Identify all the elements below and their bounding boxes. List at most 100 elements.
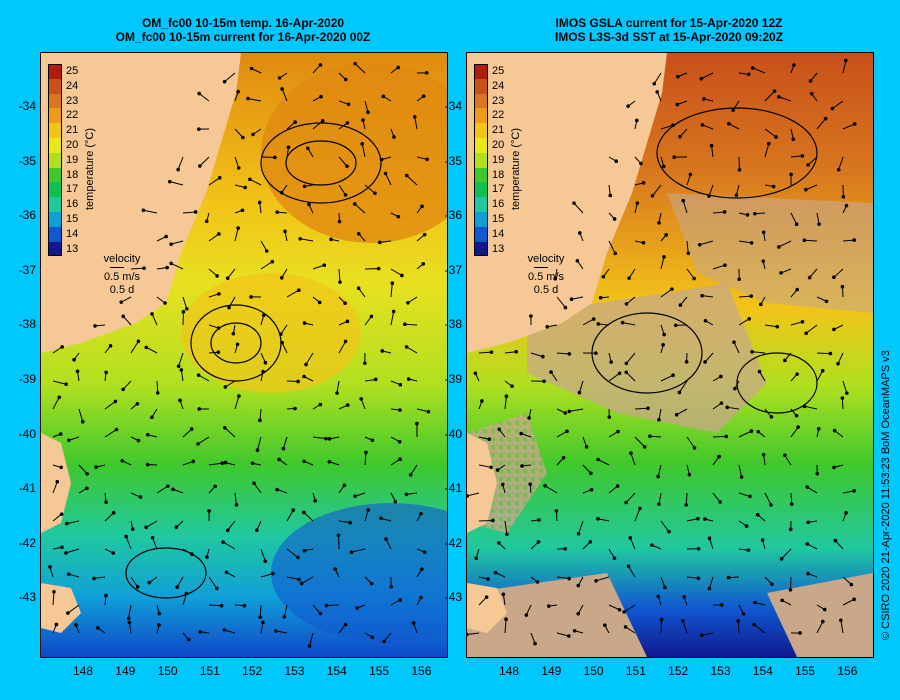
current-arrow-head — [497, 427, 501, 432]
current-arrow — [660, 520, 670, 532]
current-arrow-head — [255, 528, 259, 533]
current-arrow-head — [227, 305, 231, 310]
current-arrow — [351, 548, 366, 553]
current-arrow-head — [844, 203, 849, 208]
current-arrow — [842, 239, 855, 242]
current-arrow-head — [198, 630, 203, 634]
current-arrow-head — [353, 61, 357, 66]
current-arrow — [842, 123, 855, 130]
current-arrow-head — [561, 456, 566, 460]
current-arrow-head — [671, 123, 675, 128]
current-arrow-head — [197, 91, 201, 96]
current-arrow-head — [293, 120, 297, 124]
current-arrow-head — [775, 324, 780, 329]
current-arrow — [660, 124, 674, 130]
current-arrow-head — [747, 317, 751, 321]
current-arrow-head — [467, 632, 469, 637]
current-arrow-head — [144, 345, 149, 350]
current-arrow-head — [624, 500, 628, 505]
current-arrow-head — [96, 626, 100, 630]
colorbar-swatch — [474, 78, 488, 94]
colorbar-swatch — [48, 212, 62, 227]
current-arrow-head — [795, 372, 799, 376]
current-arrow — [478, 596, 487, 606]
current-arrow — [608, 372, 620, 382]
current-arrow-head — [628, 536, 633, 540]
latitude-tick-label: -38 — [18, 317, 36, 332]
current-arrow-head — [809, 91, 814, 96]
current-arrow — [738, 318, 750, 326]
latitude-tick-label: -42 — [18, 535, 36, 550]
current-arrow-head — [692, 446, 697, 450]
current-arrow-head — [760, 538, 765, 542]
colorbar-swatch — [48, 64, 62, 79]
current-arrow-head — [424, 71, 429, 75]
current-arrow — [286, 576, 300, 581]
colorbar-swatch — [48, 93, 62, 109]
current-arrow-head — [236, 89, 240, 94]
velocity-legend-arrow — [92, 266, 152, 271]
colorbar-tick-label: 18 — [492, 168, 505, 181]
current-arrow — [66, 520, 80, 525]
current-arrow-head — [657, 417, 661, 422]
current-arrow — [260, 548, 266, 562]
current-arrow-head — [696, 576, 701, 581]
current-arrow-head — [207, 509, 211, 513]
colorbar-swatch — [474, 226, 488, 242]
current-arrow — [842, 598, 855, 606]
current-arrow-head — [197, 164, 202, 168]
current-arrow — [364, 184, 376, 194]
current-arrow-head — [772, 89, 777, 93]
current-arrow — [390, 283, 393, 298]
current-arrow-head — [389, 584, 393, 589]
current-arrow-head — [833, 538, 838, 543]
current-arrow-head — [624, 361, 629, 366]
current-arrow-head — [223, 385, 228, 389]
current-arrow — [626, 352, 636, 364]
current-arrow-head — [627, 276, 631, 280]
current-arrow-head — [275, 487, 279, 492]
current-arrow — [804, 239, 818, 242]
current-arrow — [414, 116, 418, 130]
left-map-graphic — [41, 53, 447, 657]
current-arrow-head — [279, 332, 283, 337]
current-arrow-head — [800, 154, 805, 158]
colorbar-swatch — [48, 241, 62, 257]
current-arrow-head — [304, 362, 308, 367]
current-arrow-head — [219, 603, 224, 608]
current-arrow — [842, 380, 848, 394]
current-arrow-head — [104, 593, 108, 598]
current-arrow-head — [669, 287, 674, 291]
current-arrow-head — [398, 598, 402, 602]
current-arrow-head — [215, 274, 219, 278]
current-arrow-head — [383, 171, 388, 176]
current-arrow — [628, 566, 636, 578]
current-arrow — [312, 264, 325, 270]
current-arrow — [550, 371, 558, 382]
current-arrow — [805, 324, 818, 334]
current-arrow — [738, 464, 743, 478]
current-arrow-head — [302, 459, 306, 464]
current-arrow-head — [338, 280, 342, 284]
current-arrow — [816, 621, 824, 634]
longitude-tick-label: 154 — [752, 664, 773, 678]
current-arrow — [837, 352, 844, 364]
current-arrow — [171, 240, 184, 245]
colorbar-tick-label: 22 — [66, 109, 79, 122]
current-arrow-head — [124, 534, 128, 539]
longitude-tick-label: 156 — [411, 664, 432, 678]
current-arrow-head — [55, 479, 60, 484]
current-arrow-head — [569, 297, 574, 302]
colorbar-tick-label: 18 — [66, 168, 79, 181]
current-arrow-head — [802, 238, 807, 242]
current-arrow-head — [119, 300, 124, 304]
current-arrow-head — [719, 401, 724, 405]
current-arrow — [842, 490, 855, 494]
current-arrow-head — [504, 617, 508, 622]
current-arrow — [177, 156, 184, 170]
current-arrow — [406, 175, 418, 186]
current-arrow-head — [616, 429, 620, 434]
current-arrow-head — [169, 242, 173, 246]
current-arrow — [259, 604, 262, 618]
current-arrow — [390, 268, 403, 276]
